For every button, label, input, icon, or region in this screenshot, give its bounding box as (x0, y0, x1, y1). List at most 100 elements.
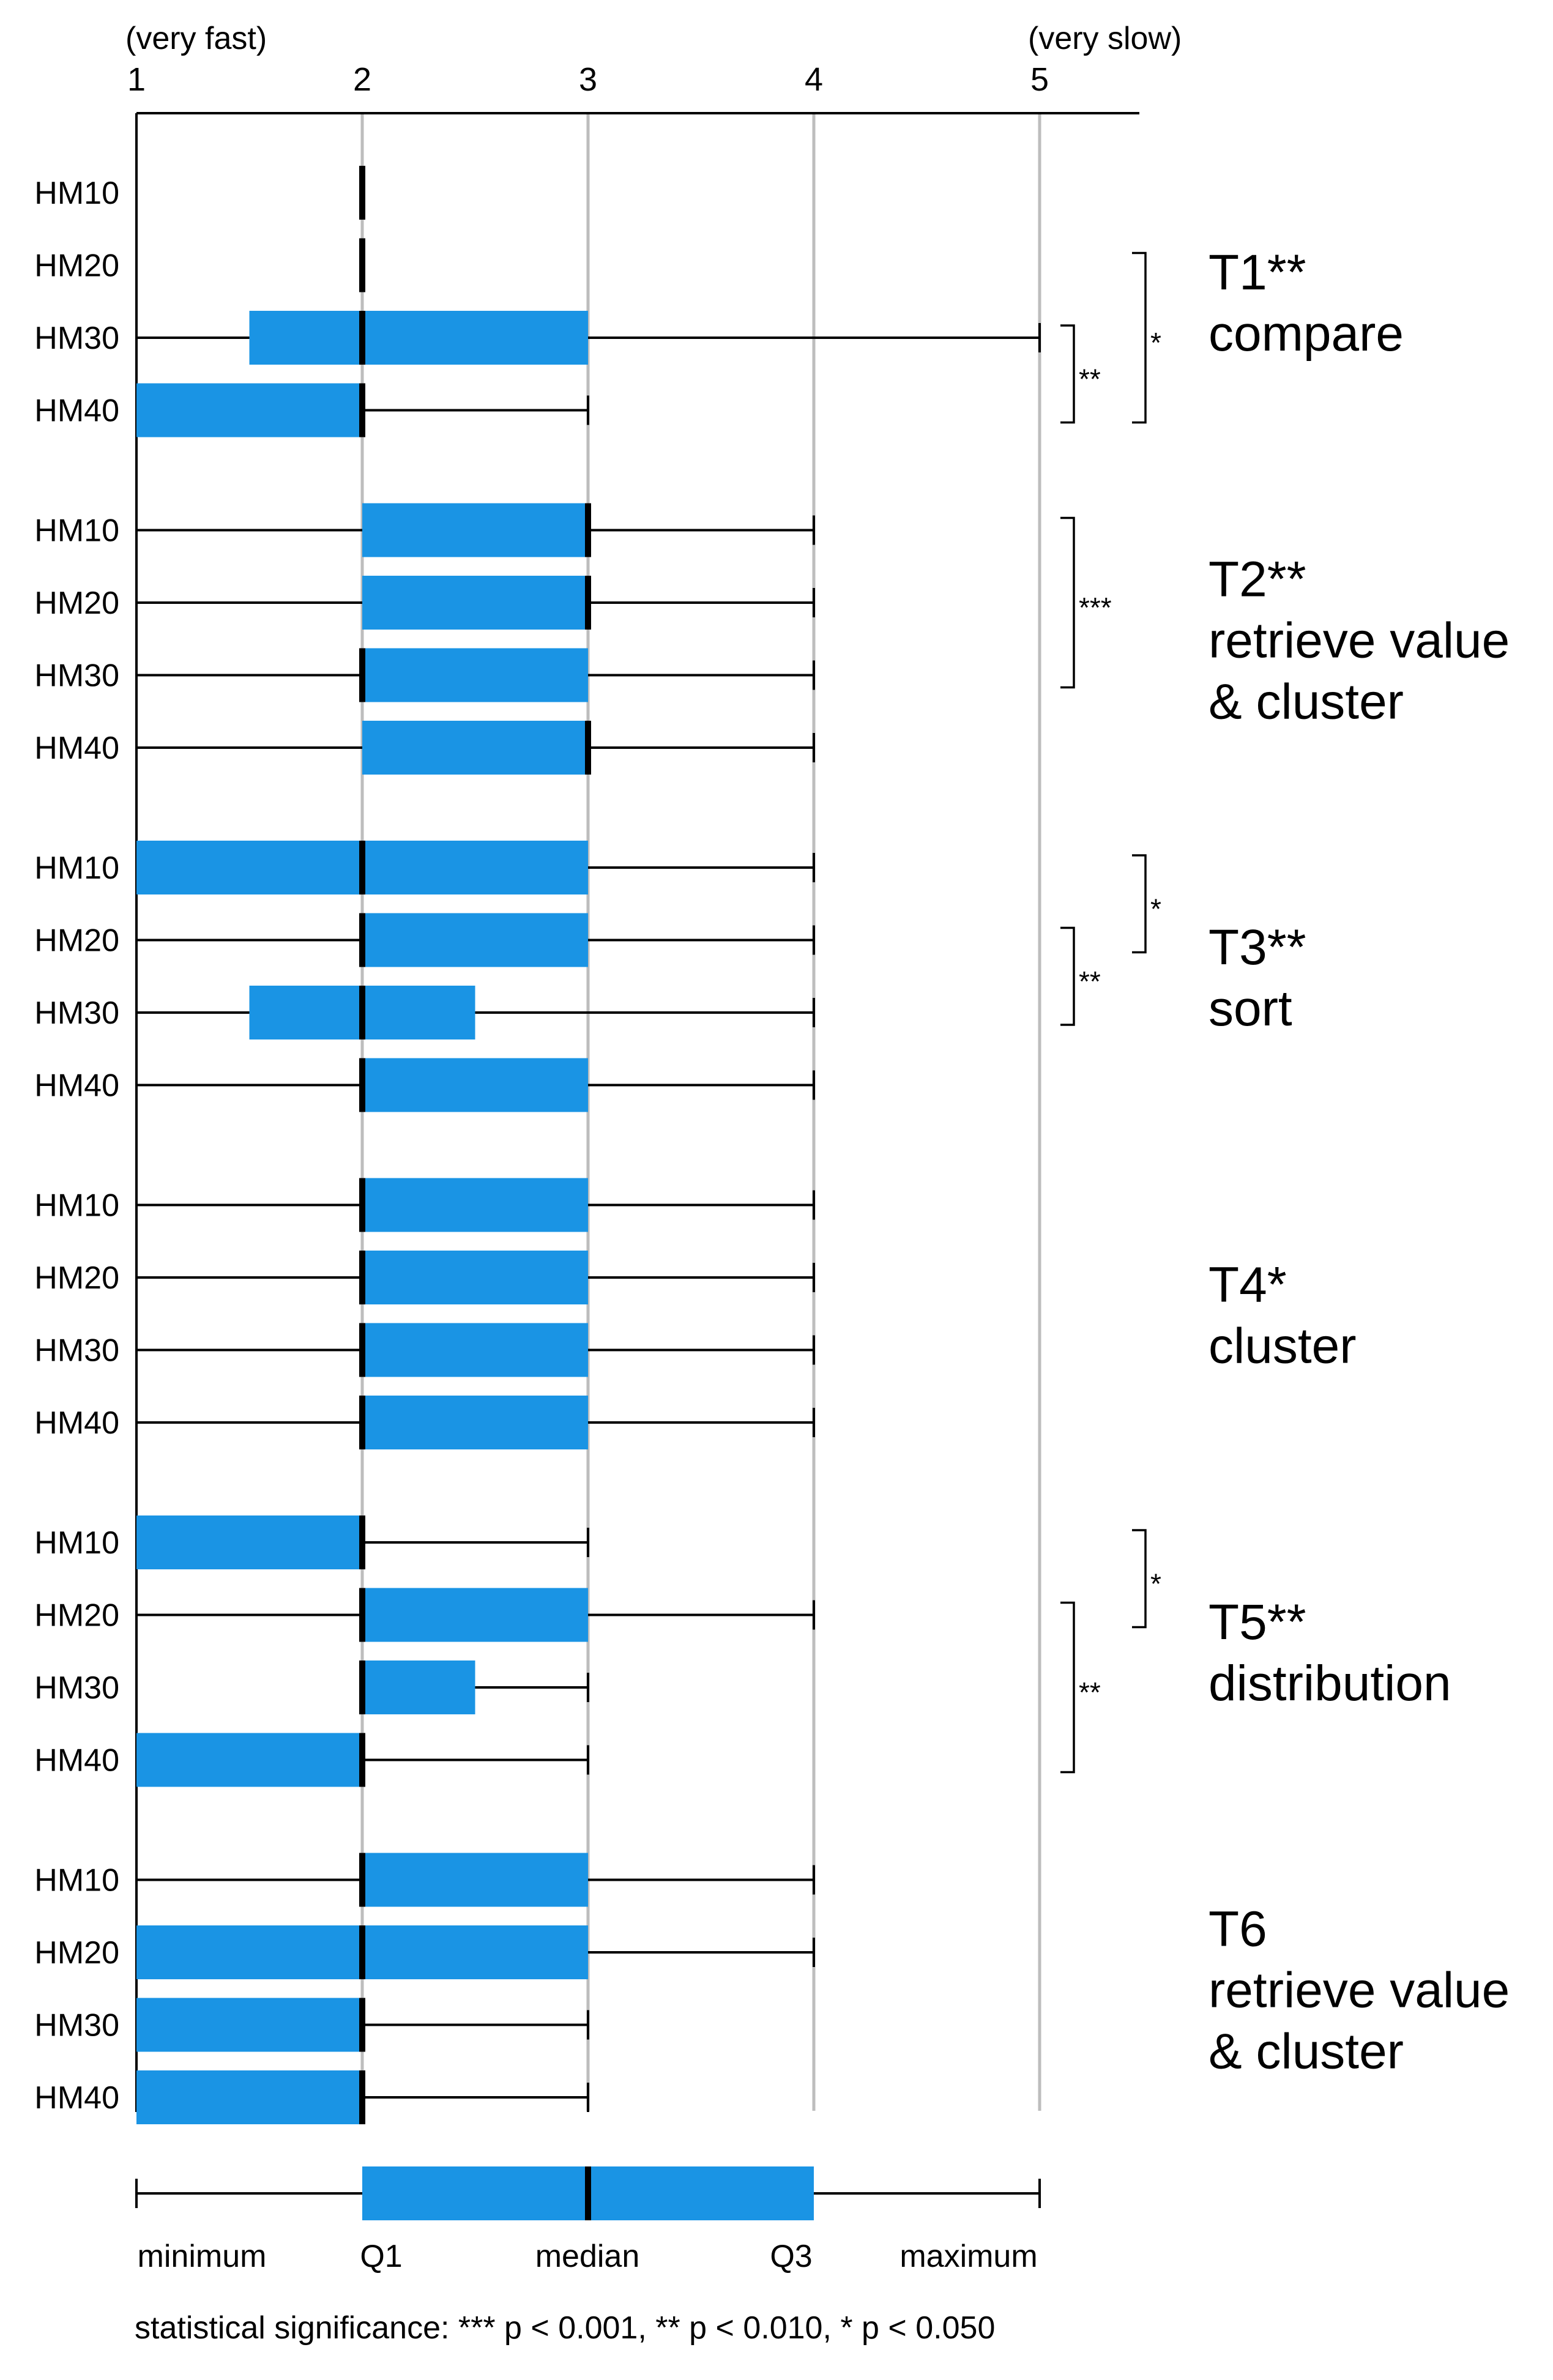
iqr-box (362, 576, 588, 630)
box-hm30 (135, 648, 815, 702)
group-title: T4* (1209, 1257, 1287, 1312)
box-hm40 (135, 1058, 815, 1112)
iqr-box (362, 1323, 588, 1377)
legend-label-q3: Q3 (770, 2239, 812, 2274)
bracket-line (1132, 1529, 1147, 1629)
legend-label-maximum: maximum (899, 2239, 1037, 2274)
axis-max-label: (very slow) (1028, 21, 1182, 56)
box-hm40 (135, 383, 589, 437)
group-title: T6 (1209, 1901, 1267, 1957)
row-label: HM20 (34, 1598, 119, 1634)
group-title: T3** (1209, 920, 1306, 975)
tick-label-2: 2 (353, 61, 371, 98)
row-label: HM10 (34, 1188, 119, 1224)
box-hm30 (135, 1323, 815, 1377)
box-hm40 (135, 2070, 589, 2124)
legend-label-minimum: minimum (138, 2239, 267, 2274)
group-subtitle: retrieve value (1209, 612, 1510, 668)
significance-bracket: ** (1060, 926, 1101, 1026)
bracket-line (1132, 251, 1147, 424)
task-group-2: HM10 HM20 HM30 HM40 *** T2**retrieve value & c… (34, 503, 1510, 775)
bracket-line (1060, 926, 1075, 1026)
significance-bracket: * (1132, 251, 1161, 424)
group-subtitle: distribution (1209, 1656, 1451, 1711)
iqr-box (136, 1998, 362, 2052)
group-subtitle: compare (1209, 306, 1404, 362)
iqr-box (362, 721, 588, 775)
row-label: HM30 (34, 1670, 119, 1706)
group-subtitle: sort (1209, 981, 1292, 1036)
box-hm40 (135, 1396, 815, 1449)
group-subtitle: & cluster (1209, 2023, 1404, 2079)
bracket-line (1060, 324, 1075, 424)
group-title: T2** (1209, 551, 1306, 607)
group-title: T5** (1209, 1594, 1306, 1650)
box-hm10 (135, 1515, 589, 1569)
bracket-label: * (1150, 893, 1161, 924)
box-hm20 (135, 1925, 815, 1979)
row-label: HM30 (34, 995, 119, 1031)
box-hm20 (135, 576, 815, 630)
bracket-label: ** (1079, 1676, 1101, 1708)
box-hm10 (135, 1178, 815, 1232)
row-label: HM40 (34, 2080, 119, 2116)
box-hm10 (135, 1853, 815, 1907)
bracket-label: *** (1079, 592, 1112, 623)
significance-bracket: ** (1060, 324, 1101, 424)
footnote: statistical significance: *** p < 0.001,… (135, 2310, 995, 2346)
axis-min-label: (very fast) (125, 21, 267, 56)
row-label: HM30 (34, 2008, 119, 2043)
row-label: HM30 (34, 321, 119, 356)
group-subtitle: cluster (1209, 1318, 1357, 1374)
iqr-box (136, 383, 362, 437)
group-title: T1** (1209, 245, 1306, 300)
iqr-box (136, 1515, 362, 1569)
bracket-label: * (1150, 1567, 1161, 1599)
legend-box (135, 2166, 1041, 2220)
bracket-label: * (1150, 327, 1161, 359)
box-hm20 (135, 1588, 815, 1642)
bracket-label: ** (1079, 363, 1101, 395)
significance-bracket: *** (1060, 516, 1112, 689)
task-group-4: HM10 HM20 HM30 HM40 T4* cluster (34, 1178, 1357, 1449)
group-subtitle: & cluster (1209, 674, 1404, 729)
legend-label-median: median (535, 2239, 640, 2274)
iqr-box (362, 1058, 588, 1112)
tick-label-1: 1 (127, 61, 146, 98)
box-hm10 (135, 841, 815, 894)
significance-bracket: * (1132, 854, 1161, 954)
row-label: HM10 (34, 1863, 119, 1898)
row-label: HM20 (34, 248, 119, 284)
row-label: HM20 (34, 923, 119, 959)
row-label: HM10 (34, 850, 119, 886)
iqr-box (362, 1251, 588, 1304)
row-label: HM40 (34, 731, 119, 766)
top-axis: 1 2 3 4 5 (very fast) (very slow) (125, 21, 1182, 2111)
row-label: HM40 (34, 393, 119, 429)
legend-label-q1: Q1 (360, 2239, 402, 2274)
iqr-box (362, 503, 588, 557)
row-label: HM10 (34, 176, 119, 211)
bracket-label: ** (1079, 965, 1101, 997)
box-hm40 (135, 721, 815, 775)
task-groups: HM10HM20HM30HM40***T1**compareHM10HM20HM… (34, 166, 1510, 2124)
iqr-box (249, 311, 588, 365)
iqr-box (362, 648, 588, 702)
row-label: HM10 (34, 513, 119, 549)
iqr-box (136, 1733, 362, 1787)
row-label: HM20 (34, 586, 119, 621)
bracket-line (1132, 854, 1147, 954)
group-subtitle: retrieve value (1209, 1962, 1510, 2018)
bracket-line (1060, 516, 1075, 689)
iqr-box (362, 1178, 588, 1232)
legend-example: minimum Q1 median Q3 maximum (135, 2166, 1041, 2274)
tick-label-3: 3 (579, 61, 597, 98)
row-label: HM30 (34, 658, 119, 694)
row-label: HM40 (34, 1743, 119, 1779)
row-label: HM30 (34, 1333, 119, 1369)
significance-bracket: * (1132, 1529, 1161, 1629)
